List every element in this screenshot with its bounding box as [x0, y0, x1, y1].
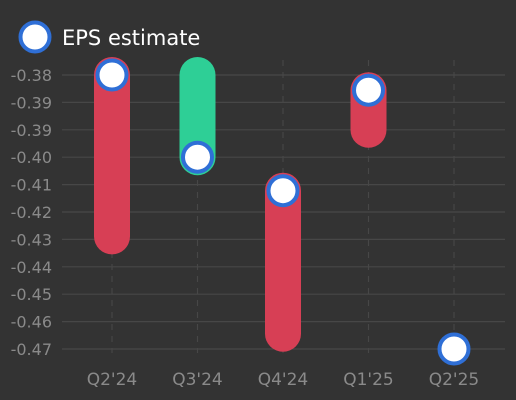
legend[interactable]: EPS estimate [18, 20, 201, 54]
y-tick-label: -0.43 [11, 230, 52, 249]
x-tick-label: Q4'24 [258, 370, 309, 390]
x-axis-ticks: Q2'24 Q3'24 Q4'24 Q1'25 Q2'25 [87, 370, 480, 390]
estimate-markers [95, 58, 471, 366]
miss-range-bar [94, 57, 130, 255]
y-tick-label: -0.41 [11, 176, 52, 195]
y-tick-label: -0.38 [11, 66, 52, 85]
y-tick-label: -0.39 [11, 93, 52, 112]
y-tick-label: -0.44 [11, 258, 52, 277]
y-tick-label: -0.40 [11, 148, 52, 167]
y-tick-label: -0.47 [11, 340, 52, 359]
estimate-marker[interactable] [437, 332, 471, 366]
estimate-marker[interactable] [181, 140, 214, 174]
y-tick-label: -0.45 [11, 285, 52, 304]
x-tick-label: Q1'25 [343, 370, 394, 390]
x-tick-label: Q2'24 [87, 370, 138, 390]
miss-range-bar [265, 172, 301, 352]
legend-marker-icon [18, 20, 52, 54]
y-tick-label: -0.42 [11, 203, 52, 222]
x-tick-label: Q3'24 [172, 370, 223, 390]
estimate-marker[interactable] [95, 58, 129, 92]
x-tick-label: Q2'25 [429, 370, 480, 390]
y-axis-ticks: -0.38 -0.39 -0.39 -0.40 -0.41 -0.42 -0.43 -0.44… [11, 66, 52, 359]
estimate-marker[interactable] [266, 174, 300, 208]
legend-label: EPS estimate [62, 26, 200, 50]
range-bars [94, 57, 387, 352]
y-tick-label: -0.46 [11, 313, 52, 332]
y-tick-label: -0.39 [11, 121, 52, 140]
estimate-marker[interactable] [352, 73, 385, 107]
